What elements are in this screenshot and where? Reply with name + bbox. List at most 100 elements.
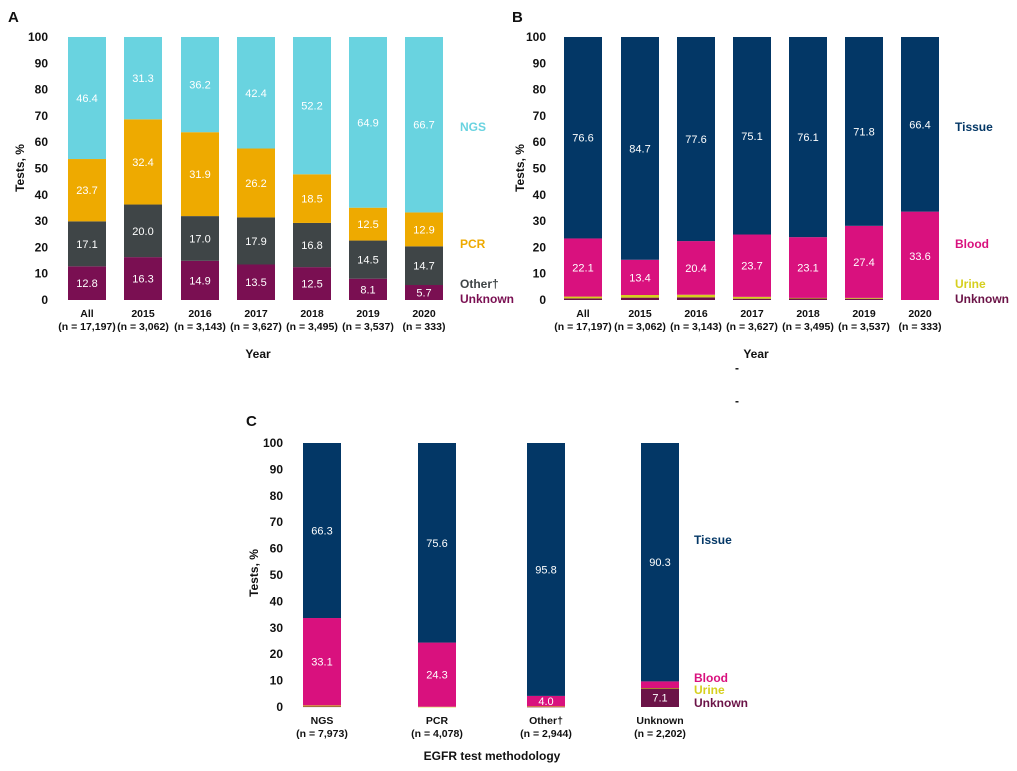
data-label: 31.3 bbox=[132, 73, 153, 85]
y-tick-label: 40 bbox=[533, 188, 547, 202]
bar-segment-other bbox=[405, 246, 443, 286]
bar-segment-ngs bbox=[124, 37, 162, 120]
bar-segment-unknown bbox=[293, 267, 331, 300]
panel-letter: A bbox=[8, 9, 19, 26]
bar-segment-tissue bbox=[418, 443, 456, 643]
data-label: 22.1 bbox=[572, 263, 593, 275]
bar-segment-ngs bbox=[68, 37, 106, 160]
legend-unknown: Unknown bbox=[460, 292, 514, 306]
y-tick-label: 20 bbox=[270, 647, 284, 661]
y-tick-label: 70 bbox=[35, 109, 49, 123]
data-label: 26.2 bbox=[245, 178, 266, 190]
y-tick-label: 70 bbox=[270, 515, 284, 529]
bar-segment-blood bbox=[789, 237, 827, 298]
bar-segment-unknown bbox=[68, 266, 106, 300]
category-n-label: (n = 3,495) bbox=[286, 321, 338, 333]
data-label: 33.1 bbox=[311, 657, 332, 669]
bar-segment-urine bbox=[845, 297, 883, 299]
category-label: 2020 bbox=[412, 308, 436, 320]
category-n-label: (n = 3,537) bbox=[838, 321, 890, 333]
bar-segment-tissue bbox=[789, 37, 827, 238]
category-label: PCR bbox=[426, 715, 449, 727]
data-label: 17.9 bbox=[245, 236, 266, 248]
data-label: 5.7 bbox=[416, 288, 431, 300]
data-label: 12.9 bbox=[413, 224, 434, 236]
category-n-label: (n = 3,143) bbox=[174, 321, 226, 333]
legend-unknown: Unknown bbox=[694, 696, 748, 710]
y-tick-label: 10 bbox=[35, 267, 49, 281]
bar-segment-other bbox=[293, 222, 331, 268]
bar-segment-unknown bbox=[303, 706, 341, 708]
panel-b: B 0 10 20 30 40 50 60 70 80 90 100 Tests, % Year 22.1 7… bbox=[512, 9, 1009, 408]
data-label: 12.5 bbox=[357, 219, 378, 231]
bar-segment-pcr bbox=[124, 119, 162, 205]
category-label: 2018 bbox=[300, 308, 324, 320]
data-label: 77.6 bbox=[685, 134, 706, 146]
x-axis-label: EGFR test methodology bbox=[424, 749, 561, 763]
category-n-label: (n = 2,944) bbox=[520, 728, 572, 740]
category-label: 2015 bbox=[628, 308, 652, 320]
data-label: 7.1 bbox=[652, 693, 667, 705]
y-tick-label: 80 bbox=[533, 83, 547, 97]
y-tick-label: 20 bbox=[35, 240, 49, 254]
panel-letter: B bbox=[512, 9, 523, 26]
data-label: 14.7 bbox=[413, 261, 434, 273]
data-label: 23.7 bbox=[76, 185, 97, 197]
legend-tissue: Tissue bbox=[694, 533, 732, 547]
bar-segment-tissue bbox=[621, 37, 659, 260]
category-label: NGS bbox=[311, 715, 334, 727]
data-label: 20.4 bbox=[685, 263, 706, 275]
y-tick-label: 50 bbox=[35, 162, 49, 176]
bar-segment-blood bbox=[621, 259, 659, 296]
legend-urine: Urine bbox=[694, 683, 725, 697]
data-label: 76.1 bbox=[797, 132, 818, 144]
data-label: 17.0 bbox=[189, 233, 210, 245]
category-n-label: (n = 3,627) bbox=[230, 321, 282, 333]
y-tick-label: 30 bbox=[35, 214, 49, 228]
bar-segment-other bbox=[68, 221, 106, 267]
bar-segment-blood bbox=[845, 225, 883, 298]
y-axis-label: Tests, % bbox=[13, 144, 27, 192]
bar-segment-urine bbox=[418, 706, 456, 708]
bar-segment-pcr bbox=[405, 212, 443, 247]
bar-segment-urine bbox=[564, 296, 602, 299]
bar-segment-ngs bbox=[237, 37, 275, 149]
y-tick-label: 60 bbox=[270, 542, 284, 556]
category-n-label: (n = 333) bbox=[899, 321, 942, 333]
bar-segment-urine bbox=[733, 296, 771, 299]
data-label: 90.3 bbox=[649, 557, 670, 569]
data-label: 13.4 bbox=[629, 272, 650, 284]
stray-dash-mark: - bbox=[735, 394, 739, 408]
panel-a: A 0 10 20 30 40 50 60 70 80 90 100 Tests, % Year 12.8 1… bbox=[8, 9, 514, 361]
bar-segment-urine bbox=[677, 294, 715, 298]
stray-dash-mark: - bbox=[735, 361, 739, 375]
category-n-label: (n = 2,202) bbox=[634, 728, 686, 740]
panel-c: C 0 10 20 30 40 50 60 70 80 90 100 Tests, % EGFR test… bbox=[246, 413, 748, 763]
data-label: 33.6 bbox=[909, 251, 930, 263]
bar-segment-other bbox=[181, 216, 219, 261]
category-n-label: (n = 7,973) bbox=[296, 728, 348, 740]
data-label: 13.5 bbox=[245, 277, 266, 289]
data-label: 20.0 bbox=[132, 226, 153, 238]
y-tick-label: 10 bbox=[270, 674, 284, 688]
bar-segment-unknown bbox=[124, 257, 162, 300]
y-tick-label: 40 bbox=[35, 188, 49, 202]
bar-segment-ngs bbox=[181, 37, 219, 133]
category-n-label: (n = 3,143) bbox=[670, 321, 722, 333]
y-tick-label: 30 bbox=[270, 621, 284, 635]
category-n-label: (n = 17,197) bbox=[554, 321, 612, 333]
category-label: 2017 bbox=[740, 308, 764, 320]
category-label: 2016 bbox=[684, 308, 708, 320]
bar-segment-ngs bbox=[405, 37, 443, 213]
bar-segment-pcr bbox=[293, 174, 331, 223]
y-tick-label: 60 bbox=[35, 135, 49, 149]
category-label: 2019 bbox=[852, 308, 876, 320]
legend-unknown: Unknown bbox=[955, 292, 1009, 306]
y-tick-label: 10 bbox=[533, 267, 547, 281]
bar-segment-unknown bbox=[845, 298, 883, 300]
bar-segment-other bbox=[237, 217, 275, 265]
data-label: 76.6 bbox=[572, 133, 593, 145]
data-label: 16.3 bbox=[132, 274, 153, 286]
bar-segment-unknown bbox=[789, 298, 827, 300]
